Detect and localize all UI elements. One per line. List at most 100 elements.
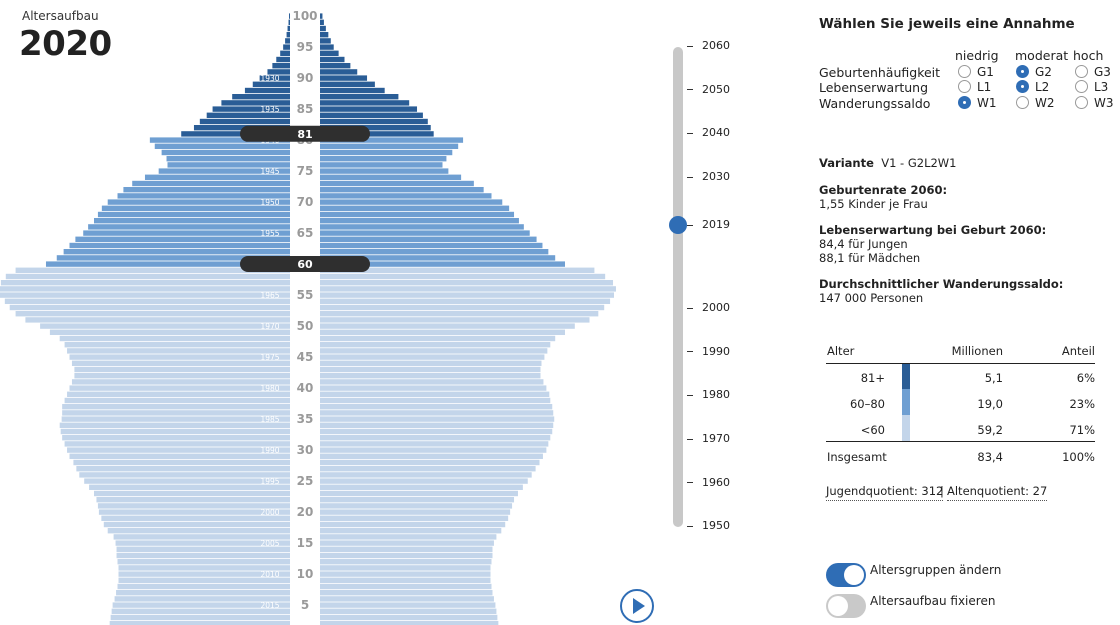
male-bar-age-38 <box>64 397 290 404</box>
female-bar-age-52 <box>320 311 599 317</box>
male-bar-age-5 <box>112 602 291 608</box>
female-bar-age-13 <box>320 552 493 559</box>
male-bar-age-32 <box>62 435 291 441</box>
radio-label-w3[interactable]: W3 <box>1094 96 1114 110</box>
female-bar-age-33 <box>320 428 553 435</box>
female-bar-age-31 <box>320 441 549 447</box>
old-age-quotient[interactable]: Altenquotient: 27 <box>947 484 1048 501</box>
male-bar-age-100 <box>289 13 290 19</box>
male-bar-age-70 <box>107 199 290 205</box>
table-swatch-under-60 <box>902 415 910 441</box>
female-bar-age-96 <box>320 38 331 44</box>
radio-w1[interactable] <box>958 96 971 109</box>
age-tick-label: 75 <box>297 164 314 178</box>
male-bar-age-90 <box>259 75 290 81</box>
male-bar-age-57 <box>0 280 291 286</box>
radio-label-g3[interactable]: G3 <box>1094 65 1111 79</box>
radio-label-l1[interactable]: L1 <box>977 80 992 94</box>
male-bar-age-18 <box>103 521 290 528</box>
birth-year-label: 1970 <box>260 322 279 331</box>
timeline-year-label[interactable]: 2019 <box>687 219 730 231</box>
female-bar-age-72 <box>320 187 484 193</box>
birth-year-label: 1950 <box>260 198 279 207</box>
female-bar-age-21 <box>320 503 513 509</box>
female-bar-age-73 <box>320 180 474 187</box>
radio-label-l2[interactable]: L2 <box>1035 80 1050 94</box>
radio-label-w2[interactable]: W2 <box>1035 96 1055 110</box>
timeline-year-label[interactable]: 2060 <box>687 40 730 52</box>
male-bar-age-43 <box>74 366 291 373</box>
female-bar-age-23 <box>320 490 518 497</box>
male-bar-age-11 <box>118 565 290 571</box>
timeline-year-label[interactable]: 1990 <box>687 345 730 358</box>
fix-pyramid-toggle-label: Altersaufbau fixieren <box>870 594 996 608</box>
male-bar-age-94 <box>280 50 290 56</box>
play-button[interactable] <box>620 589 654 623</box>
radio-label-w1[interactable]: W1 <box>977 96 997 110</box>
female-bar-age-24 <box>320 484 523 490</box>
age-groups-toggle[interactable] <box>826 563 866 587</box>
male-bar-age-83 <box>199 118 290 125</box>
youth-quotient[interactable]: Jugendquotient: 312 <box>826 484 944 501</box>
radio-g2[interactable] <box>1016 65 1029 78</box>
toggle-knob <box>844 565 864 585</box>
male-bar-age-35 <box>61 416 290 422</box>
male-bar-age-92 <box>272 63 290 69</box>
female-bar-age-83 <box>320 118 428 125</box>
timeline-year-label[interactable]: 1970 <box>687 433 730 445</box>
table-share-60-80: 23% <box>1069 397 1095 411</box>
radio-label-l3[interactable]: L3 <box>1094 80 1109 94</box>
male-bar-age-72 <box>123 187 291 193</box>
timeline-tick <box>687 438 693 440</box>
male-bar-age-66 <box>88 224 291 230</box>
radio-label-g1[interactable]: G1 <box>977 65 994 79</box>
female-bar-age-48 <box>320 335 556 342</box>
radio-l2[interactable] <box>1016 80 1029 93</box>
male-bar-age-50 <box>40 323 290 329</box>
level-header-low: niedrig <box>955 48 999 63</box>
female-bar-age-18 <box>320 521 506 528</box>
birth-year-label: 1990 <box>260 446 279 455</box>
birth-year-label: 1930 <box>260 74 279 83</box>
male-bar-age-44 <box>71 360 290 366</box>
timeline-year-text: 2040 <box>702 126 730 140</box>
radio-w3[interactable] <box>1075 96 1088 109</box>
male-bar-age-22 <box>96 497 290 503</box>
timeline-slider-handle[interactable] <box>669 216 687 235</box>
radio-w2[interactable] <box>1016 96 1029 109</box>
timeline-year-label[interactable]: 1960 <box>687 476 730 489</box>
timeline-year-label[interactable]: 2000 <box>687 302 730 314</box>
male-bar-age-30 <box>67 447 290 453</box>
male-bar-age-56 <box>0 286 291 292</box>
assumption-row-label: Lebenserwartung <box>819 80 929 95</box>
male-bar-age-49 <box>49 329 291 335</box>
radio-l1[interactable] <box>958 80 971 93</box>
radio-g1[interactable] <box>958 65 971 78</box>
timeline-year-text: 1980 <box>702 388 730 402</box>
table-header-age: Alter <box>827 344 855 358</box>
female-bar-age-37 <box>320 404 553 410</box>
male-bar-age-7 <box>116 590 290 596</box>
timeline-year-label[interactable]: 2040 <box>687 127 730 139</box>
male-bar-age-34 <box>59 422 291 428</box>
age-tick-label: 15 <box>297 536 314 550</box>
timeline-year-label[interactable]: 1950 <box>687 520 730 532</box>
table-swatch-81plus <box>902 364 910 389</box>
boundary-marker <box>240 125 370 142</box>
radio-l3[interactable] <box>1075 80 1088 93</box>
fix-pyramid-toggle[interactable] <box>826 594 866 618</box>
male-bar-age-3 <box>110 614 290 621</box>
radio-g3[interactable] <box>1075 65 1088 78</box>
birth-rate-label: Geburtenrate 2060: <box>819 183 948 197</box>
timeline-tick <box>687 224 693 226</box>
male-bar-age-12 <box>117 559 291 565</box>
timeline-year-label[interactable]: 2050 <box>687 83 730 96</box>
timeline-year-label[interactable]: 2030 <box>687 171 730 183</box>
timeline-year-text: 2019 <box>702 218 730 232</box>
timeline-slider-track[interactable] <box>673 47 683 527</box>
radio-label-g2[interactable]: G2 <box>1035 65 1052 79</box>
male-bar-age-37 <box>62 404 291 410</box>
timeline-year-label[interactable]: 1980 <box>687 389 730 401</box>
female-bar-age-69 <box>320 205 510 211</box>
female-bar-age-54 <box>320 298 611 304</box>
